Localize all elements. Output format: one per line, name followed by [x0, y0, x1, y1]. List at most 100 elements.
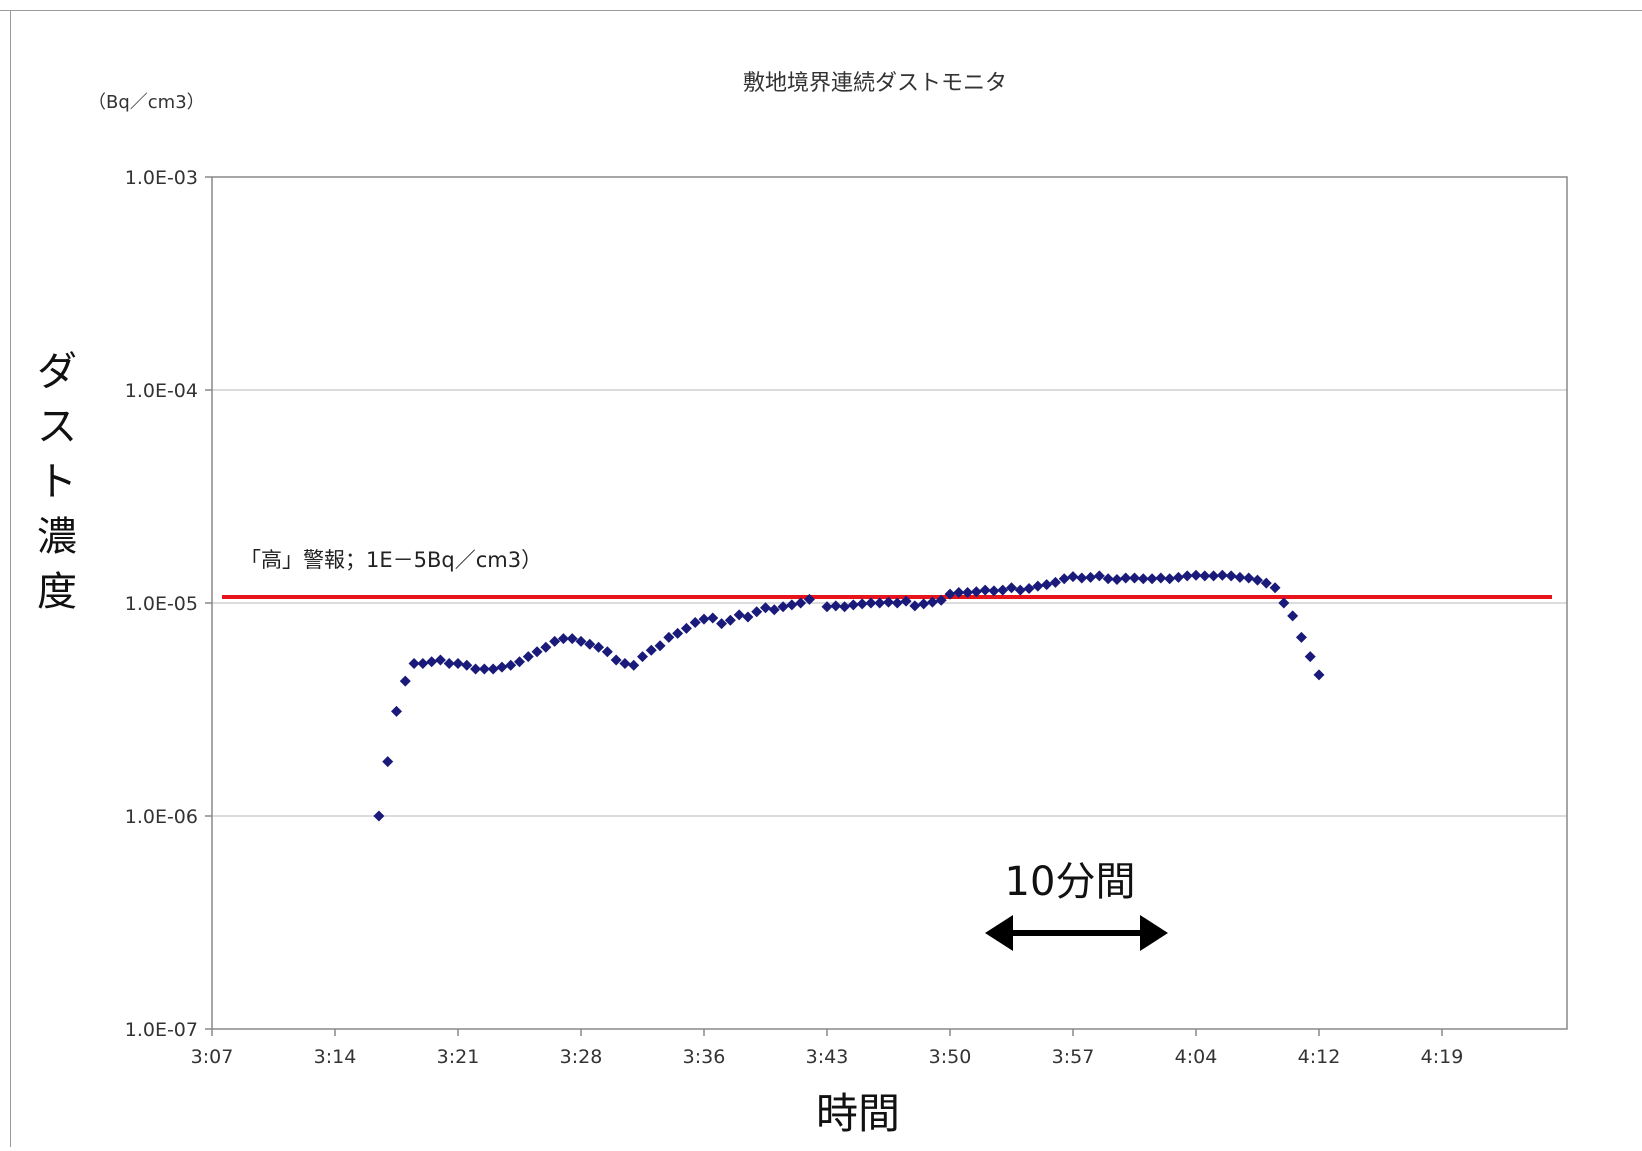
data-point: [426, 656, 438, 668]
data-point: [909, 600, 921, 612]
data-point: [777, 601, 789, 613]
data-point: [1014, 584, 1026, 596]
data-point: [1304, 651, 1316, 663]
data-point: [707, 612, 719, 624]
y-axis-label: ダスト濃度: [22, 345, 92, 645]
data-point: [549, 635, 561, 647]
data-point: [1146, 573, 1158, 585]
data-point: [839, 601, 851, 613]
data-point: [935, 594, 947, 606]
data-point: [953, 587, 965, 599]
data-point: [610, 654, 622, 666]
data-point: [821, 601, 833, 613]
data-point: [1269, 582, 1281, 594]
data-point: [1129, 572, 1140, 584]
x-axis-label: 時間: [816, 1089, 900, 1138]
data-point: [742, 611, 754, 623]
data-point: [1085, 571, 1097, 583]
data-point: [417, 657, 429, 669]
data-point: [944, 588, 956, 600]
y-tick-label: 1.0E-03: [125, 167, 198, 189]
data-point: [795, 597, 807, 609]
data-point: [865, 597, 877, 609]
data-point: [1076, 572, 1088, 584]
y-tick-label: 1.0E-07: [125, 1019, 198, 1041]
data-point: [1216, 569, 1228, 581]
data-point: [461, 659, 473, 671]
x-tick-label: 3:21: [437, 1046, 480, 1068]
data-point: [970, 586, 982, 598]
data-point: [847, 599, 859, 611]
y-axis-label-char: 濃: [37, 514, 77, 560]
y-axis-label-char: ダ: [37, 349, 77, 395]
data-point: [663, 631, 675, 643]
data-point: [724, 614, 736, 626]
alarm-threshold-label: 「高」警報；1E－5Bq／cm3）: [240, 548, 542, 572]
data-point: [900, 595, 912, 607]
x-tick-label: 3:07: [191, 1046, 234, 1068]
data-point: [1032, 580, 1044, 592]
x-tick-label: 3:50: [929, 1046, 972, 1068]
data-point: [1041, 579, 1053, 591]
data-point: [1287, 610, 1299, 622]
chart-title: 敷地境界連続ダストモニタ: [743, 71, 1007, 96]
data-point: [830, 600, 842, 612]
data-point: [399, 675, 411, 687]
data-point: [918, 598, 930, 610]
data-point: [540, 641, 552, 653]
data-point: [628, 659, 640, 671]
data-point: [1199, 570, 1211, 582]
y-axis-label-char: 度: [37, 569, 77, 615]
duration-annotation-label: 10分間: [1005, 859, 1136, 905]
double-arrow-icon: [985, 915, 1168, 951]
data-point: [716, 618, 728, 630]
data-point: [575, 635, 587, 647]
data-point: [1295, 631, 1307, 643]
data-point: [1260, 577, 1272, 589]
data-point: [1190, 569, 1202, 581]
data-point: [962, 587, 974, 599]
data-point: [874, 597, 886, 609]
data-point: [891, 597, 903, 609]
data-point: [733, 609, 745, 621]
data-point: [443, 657, 455, 669]
x-tick-label: 3:57: [1052, 1046, 1095, 1068]
y-axis-label-char: ス: [37, 404, 77, 450]
data-point: [645, 644, 657, 656]
y-tick-label: 1.0E-04: [125, 380, 198, 402]
x-tick-label: 3:36: [683, 1046, 726, 1068]
data-point: [601, 646, 613, 658]
y-axis-label-char: ト: [37, 459, 77, 505]
data-point: [557, 633, 569, 645]
data-point: [1006, 582, 1017, 594]
data-point: [1155, 572, 1167, 584]
data-point: [1093, 570, 1105, 582]
data-point: [566, 633, 578, 645]
data-point: [654, 640, 666, 652]
data-point: [584, 638, 596, 650]
data-point: [1102, 573, 1114, 585]
data-point: [988, 585, 1000, 597]
data-point: [593, 641, 605, 653]
frame-top-border: [0, 10, 1642, 11]
data-point: [883, 596, 894, 608]
data-point: [760, 602, 771, 614]
data-point: [1278, 597, 1290, 609]
y-tick-label: 1.0E-06: [125, 806, 198, 828]
data-point: [373, 810, 385, 822]
x-tick-label: 3:14: [314, 1046, 357, 1068]
y-tick-label: 1.0E-05: [125, 593, 198, 615]
data-point: [1111, 573, 1123, 585]
data-point: [382, 756, 394, 768]
data-point: [487, 663, 499, 675]
data-point: [768, 604, 780, 616]
x-tick-label: 4:19: [1421, 1046, 1464, 1068]
data-point: [531, 646, 543, 658]
frame-left-border: [10, 10, 11, 1147]
y-tick-labels: 1.0E-03 1.0E-04 1.0E-05 1.0E-06 1.0E-07: [125, 167, 212, 1041]
data-point: [1164, 573, 1176, 585]
x-tick-labels: 3:07 3:14 3:21 3:28 3:36 3:43 3:50 3:57 4:04 4:12…: [191, 1029, 1464, 1068]
data-point: [470, 663, 482, 675]
data-points: [373, 569, 1325, 822]
